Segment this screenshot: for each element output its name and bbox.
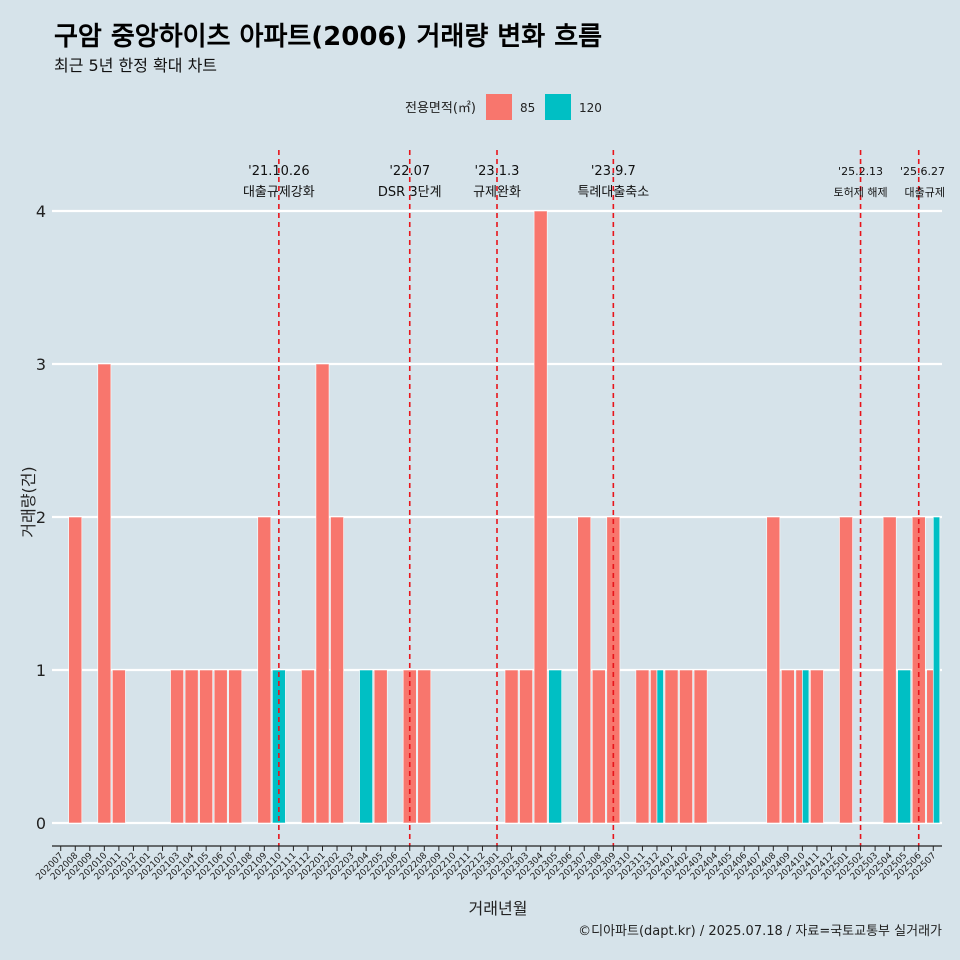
bar-85 xyxy=(417,669,432,824)
bar-85 xyxy=(373,669,388,824)
bar-120 xyxy=(802,669,810,824)
bar-85 xyxy=(650,669,658,824)
legend-swatch-85 xyxy=(486,94,512,120)
event-label: 특례대출축소 xyxy=(577,185,649,200)
bar-85 xyxy=(810,669,824,824)
event-date-label: '23.9.7 xyxy=(591,164,636,179)
bar-85 xyxy=(679,669,693,824)
event-date-label: '21.10.26 xyxy=(248,164,309,179)
bar-85 xyxy=(606,516,621,824)
event-date-label: '23.1.3 xyxy=(475,164,520,179)
y-axis-title: 거래량(건) xyxy=(19,466,38,537)
event-label: 규제완화 xyxy=(473,185,521,200)
bar-120 xyxy=(359,669,373,824)
event-label: 대출규제강화 xyxy=(243,185,315,200)
y-tick-label: 0 xyxy=(36,814,46,833)
x-axis-title: 거래년월 xyxy=(469,899,528,918)
bar-120 xyxy=(897,669,912,824)
legend-title: 전용면적(㎡) xyxy=(405,101,476,116)
bar-85 xyxy=(635,669,650,824)
bar-85 xyxy=(184,669,199,824)
bar-85 xyxy=(97,363,112,824)
bar-85 xyxy=(112,669,126,824)
bar-85 xyxy=(330,516,344,824)
bar-85 xyxy=(199,669,213,824)
bar-85 xyxy=(228,669,243,824)
bar-layer xyxy=(68,210,941,824)
bar-85 xyxy=(257,516,272,824)
event-label: DSR 3단계 xyxy=(378,185,442,200)
event-date-label: '25.2.13 xyxy=(838,165,883,178)
bar-120 xyxy=(548,669,563,824)
event-date-label: '22.07 xyxy=(389,164,430,179)
y-tick-label: 2 xyxy=(36,508,46,527)
y-tick-label: 4 xyxy=(36,202,46,221)
bar-85 xyxy=(664,669,679,824)
chart-title: 구암 중앙하이츠 아파트(2006) 거래량 변화 흐름 xyxy=(54,22,603,52)
y-tick-label: 3 xyxy=(36,355,46,374)
bar-85 xyxy=(213,669,228,824)
event-label: 토허제 해제 xyxy=(834,185,888,199)
bar-85 xyxy=(315,363,330,824)
bar-85 xyxy=(766,516,781,824)
bar-85 xyxy=(839,516,853,824)
bar-85 xyxy=(170,669,184,824)
event-label: 대출규제 xyxy=(905,186,945,199)
legend-layer: 전용면적(㎡) 85 120 xyxy=(405,94,602,120)
bar-85 xyxy=(911,516,926,824)
bar-85 xyxy=(693,669,708,824)
y-tick-label: 1 xyxy=(36,661,46,680)
bar-85 xyxy=(882,516,897,824)
bar-85 xyxy=(68,516,83,824)
bar-85 xyxy=(591,669,606,824)
bar-85 xyxy=(577,516,592,824)
bar-120 xyxy=(932,516,941,824)
legend-label-85: 85 xyxy=(520,101,535,115)
bar-85 xyxy=(926,669,934,824)
legend-swatch-120 xyxy=(545,94,571,120)
event-layer: '21.10.26 대출규제강화 '22.07 DSR 3단계 '23.1.3 규제완화 '… xyxy=(243,150,945,846)
bar-85 xyxy=(795,669,803,824)
bar-85 xyxy=(301,669,315,824)
axis-layer: 0123420200720200820200920201020201120201… xyxy=(34,202,942,882)
bar-85 xyxy=(533,210,548,824)
event-date-label: '25.6.27 xyxy=(900,165,945,178)
chart-subtitle: 최근 5년 한정 확대 차트 xyxy=(54,56,218,75)
bar-85 xyxy=(781,669,795,824)
bar-85 xyxy=(504,669,519,824)
bar-85 xyxy=(519,669,533,824)
legend-label-120: 120 xyxy=(579,101,602,115)
bar-120 xyxy=(656,669,664,824)
caption: ©디아파트(dapt.kr) / 2025.07.18 / 자료=국토교통부 실… xyxy=(578,924,942,939)
